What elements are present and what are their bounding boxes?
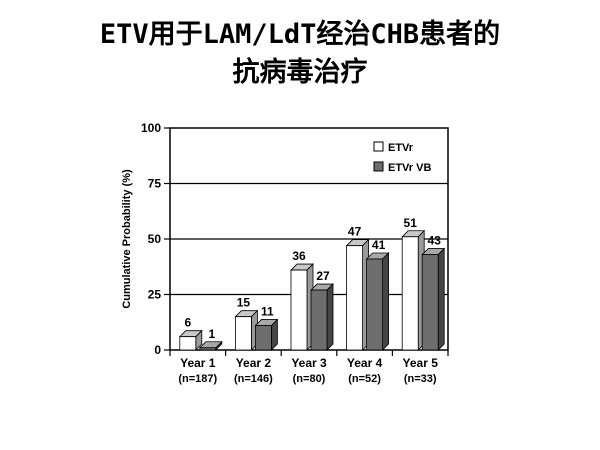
- bar-side-face: [382, 252, 390, 351]
- data-label: 36: [292, 249, 306, 263]
- x-tick-sublabel: (n=146): [234, 373, 273, 385]
- x-tick-label: Year 4: [347, 356, 383, 370]
- bar-side-face: [270, 318, 278, 351]
- data-label: 6: [184, 316, 191, 330]
- data-label: 51: [404, 216, 418, 230]
- data-label: 27: [316, 269, 330, 283]
- bar-front-face: [254, 325, 272, 351]
- bar-etvr: [401, 229, 426, 351]
- bar-side-face: [437, 247, 445, 351]
- x-tick-label: Year 2: [236, 356, 272, 370]
- bar-front-face: [346, 245, 364, 351]
- slide-title-line1: ETV用于LAM/LdT经治CHB患者的: [99, 19, 501, 50]
- chart-legend: ETVr ETVr VB: [373, 141, 431, 174]
- bar-front-face: [234, 316, 252, 351]
- bar-etvr: [234, 309, 259, 351]
- data-label: 47: [348, 225, 362, 239]
- bar-etvr-vb: [310, 283, 334, 351]
- y-axis-label: Cumulative Probability (%): [121, 169, 133, 309]
- data-label: 43: [428, 234, 442, 248]
- bar-etvr-vb: [365, 252, 390, 351]
- legend-swatch: [373, 161, 384, 172]
- slide-title-line2: 抗病毒治疗: [232, 57, 368, 88]
- x-tick-label: Year 3: [291, 356, 327, 370]
- x-tick-sublabel: (n=187): [178, 373, 217, 385]
- bar-front-face: [199, 347, 217, 351]
- bar-front-face: [179, 336, 197, 351]
- legend-label: ETVr: [388, 142, 414, 154]
- x-tick-sublabel: (n=80): [293, 373, 326, 385]
- y-tick-label: 75: [148, 177, 162, 191]
- y-tick-label: 50: [148, 232, 162, 246]
- bar-etvr: [290, 263, 314, 351]
- bar-etvr-vb: [421, 247, 446, 351]
- data-label: 1: [208, 327, 215, 341]
- data-label: 11: [261, 305, 274, 319]
- slide-title: ETV用于LAM/LdT经治CHB患者的 抗病毒治疗: [0, 16, 600, 92]
- bar-front-face: [310, 289, 328, 351]
- x-tick-sublabel: (n=33): [404, 373, 437, 385]
- bar-front-face: [421, 254, 439, 351]
- bar-etvr: [178, 329, 203, 351]
- legend-swatch: [373, 141, 384, 152]
- bar-front-face: [290, 269, 308, 351]
- bar-side-face: [326, 283, 334, 351]
- x-tick-label: Year 1: [180, 356, 216, 370]
- legend-label: ETVr VB: [388, 162, 431, 174]
- data-label: 41: [372, 238, 386, 252]
- y-tick-label: 100: [141, 121, 161, 135]
- bar-front-face: [366, 258, 384, 351]
- bar-etvr-vb: [198, 340, 223, 351]
- data-label: 15: [237, 296, 251, 310]
- y-tick-label: 25: [148, 288, 162, 302]
- x-tick-sublabel: (n=52): [348, 373, 381, 385]
- bar-front-face: [401, 236, 419, 351]
- x-tick-label: Year 5: [403, 356, 439, 370]
- bar-etvr-vb: [254, 318, 279, 351]
- bar-etvr: [345, 238, 370, 351]
- y-tick-label: 0: [154, 343, 161, 357]
